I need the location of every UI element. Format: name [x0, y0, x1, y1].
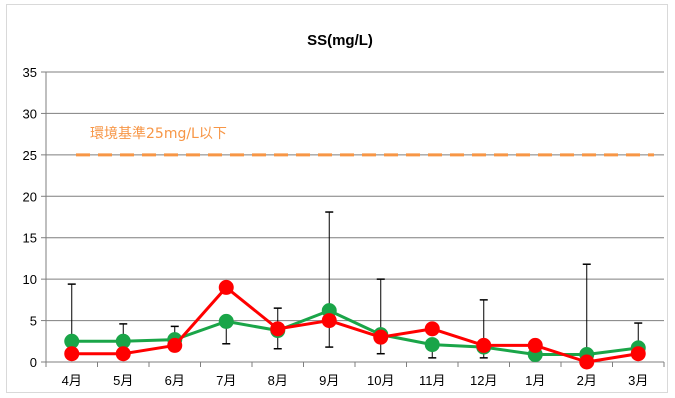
x-tick-label: 9月	[319, 373, 339, 388]
grid-lines	[46, 71, 664, 322]
chart-title: SS(mg/L)	[307, 32, 373, 49]
series-1-point	[424, 337, 440, 353]
x-tick-label: 12月	[470, 373, 497, 388]
series-1-line	[71, 309, 639, 357]
x-tick-label: 7月	[216, 373, 236, 388]
series-2-point	[167, 337, 183, 353]
x-tick-label: 11月	[419, 373, 446, 388]
error-bars	[67, 211, 643, 362]
axes	[41, 71, 665, 367]
series-2-point	[476, 337, 492, 353]
reference-line-label: 環境基準25mg/L以下	[90, 125, 227, 142]
series-2-point	[115, 346, 131, 362]
y-tick-label-35: 35	[23, 65, 37, 80]
x-tick-label: 3月	[628, 373, 648, 388]
x-tick-label: 6月	[165, 373, 185, 388]
y-tick-label-30: 30	[23, 106, 37, 121]
chart-frame	[6, 4, 668, 393]
x-tick-label: 4月	[62, 373, 82, 388]
series-1-point	[64, 333, 80, 349]
y-tick-label-0: 0	[30, 355, 37, 370]
series-2-line	[71, 285, 639, 364]
x-tick-label: 5月	[113, 373, 133, 388]
y-tick-label-25: 25	[23, 148, 37, 163]
series-1-point	[218, 313, 234, 329]
series-2-point	[579, 354, 595, 370]
y-tick-label-15: 15	[23, 231, 37, 246]
series-2-point	[218, 279, 234, 295]
reference-line-group: 環境基準25mg/L以下	[76, 125, 654, 157]
series-lines	[64, 279, 646, 370]
series-2-point	[270, 321, 286, 337]
tick-labels: 0 5 10 15 20 25 30 35 4月 5月 6月 7月 8月 9月 10月 11月 12月 1月 2月 3…	[23, 65, 649, 388]
series-2-point	[321, 313, 337, 329]
y-tick-label-10: 10	[23, 272, 37, 287]
x-tick-label: 2月	[577, 373, 597, 388]
y-tick-label-5: 5	[30, 314, 37, 329]
series-2-point	[424, 321, 440, 337]
series-2-point	[373, 329, 389, 345]
x-tick-label: 8月	[268, 373, 288, 388]
series-2-point	[527, 337, 543, 353]
series-2-point	[630, 346, 646, 362]
x-tick-label: 10月	[367, 373, 394, 388]
y-tick-label-20: 20	[23, 189, 37, 204]
x-tick-label: 1月	[525, 373, 545, 388]
series-1-point	[115, 333, 131, 349]
series-2-point	[64, 346, 80, 362]
